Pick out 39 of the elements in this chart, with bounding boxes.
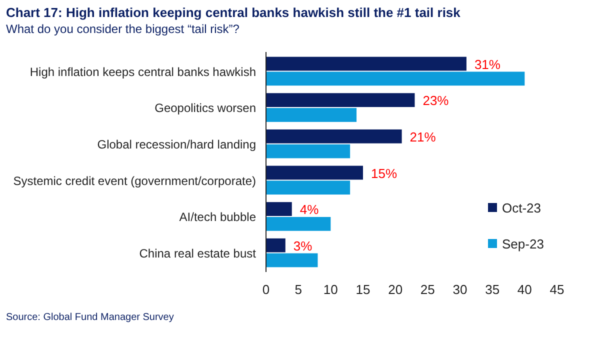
bar (266, 144, 350, 158)
data-label: 23% (422, 93, 450, 108)
y-tick-label: High inflation keeps central banks hawkish (30, 64, 256, 79)
x-tick-label: 30 (452, 282, 468, 297)
bar (266, 238, 286, 252)
data-label: 31% (474, 56, 501, 72)
data-label: 21% (410, 129, 436, 144)
bar (266, 108, 357, 122)
bar (266, 216, 331, 231)
bar (266, 253, 318, 268)
x-tick-label: 45 (550, 282, 564, 297)
y-tick-label: China real estate bust (139, 246, 257, 260)
x-tick-label: 0 (262, 282, 270, 297)
bar (266, 129, 402, 144)
x-tick-label: 35 (485, 282, 500, 297)
source-note: Source: Global Fund Manager Survey (6, 312, 174, 323)
x-tick-label: 20 (388, 282, 403, 297)
x-tick-label: 40 (517, 282, 532, 297)
data-label: 3% (293, 238, 313, 254)
y-tick-label: Geopolitics worsen (154, 101, 256, 116)
x-tick-label: 25 (420, 282, 435, 297)
bar (266, 166, 363, 180)
text: What do you consider the biggest “tail risk”? (6, 22, 240, 36)
legend-label: Oct-23 (502, 200, 542, 216)
y-tick-label: AI/tech bubble (179, 210, 256, 224)
bar (266, 202, 292, 216)
bar (266, 180, 350, 195)
chart-title: Chart 17: High inflation keeping central banks hawkish still the #1 tail risk (6, 5, 462, 20)
data-label: 15% (371, 166, 398, 181)
legend-label: Sep-23 (502, 236, 544, 252)
x-tick-label: 10 (323, 282, 338, 297)
bar (266, 56, 466, 71)
data-label: 4% (300, 202, 320, 218)
y-tick-label: Systemic credit event (government/corporate) (13, 174, 256, 188)
x-tick-label: 5 (294, 282, 302, 297)
bar (266, 93, 415, 108)
x-tick-label: 15 (356, 282, 370, 297)
y-tick-label: Global recession/hard landing (97, 138, 256, 152)
bar (266, 72, 525, 86)
